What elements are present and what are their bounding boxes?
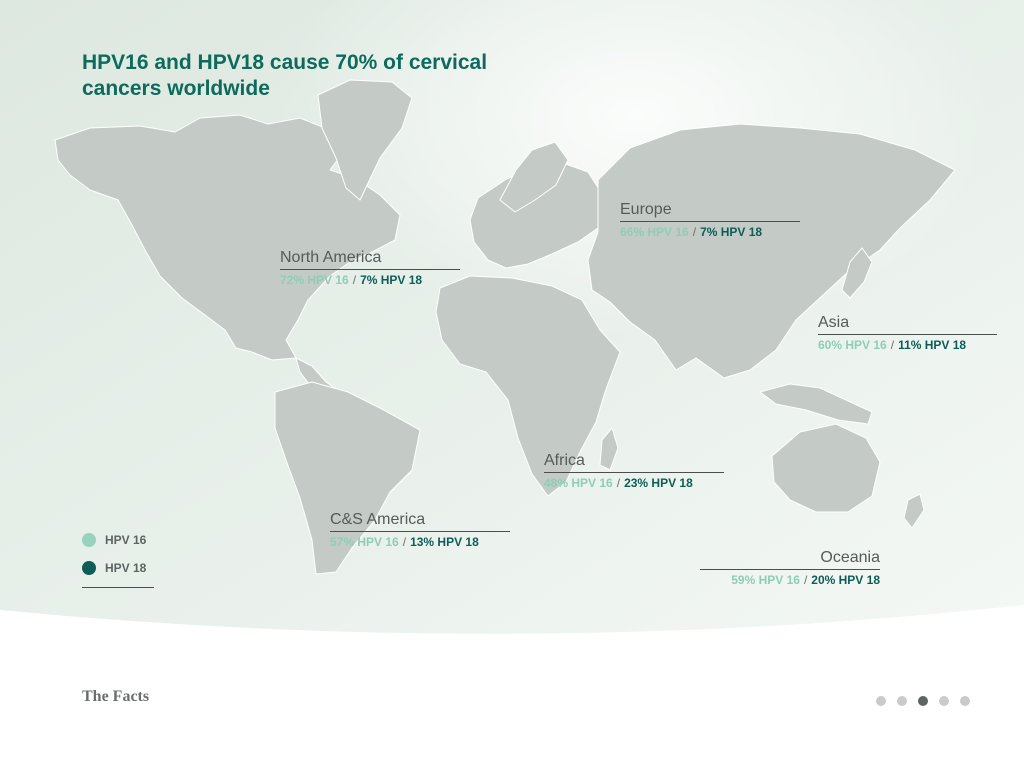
hpv16-value: 48% HPV 16 <box>544 476 613 490</box>
stats-separator: / <box>890 338 895 352</box>
scandinavia-landmass <box>499 141 569 213</box>
new-zealand-landmass <box>903 493 925 529</box>
southeast-asia-islands <box>759 383 873 425</box>
hpv18-dot-icon <box>82 561 96 575</box>
page-dot-4[interactable] <box>939 696 949 706</box>
page-dot-3[interactable] <box>918 696 928 706</box>
africa-landmass <box>435 275 621 497</box>
stats-separator: / <box>692 225 697 239</box>
page-dot-1[interactable] <box>876 696 886 706</box>
stats-separator: / <box>352 273 357 287</box>
hpv16-value: 66% HPV 16 <box>620 225 689 239</box>
region-stats: 60% HPV 16/11% HPV 18 <box>818 338 997 353</box>
legend-item-hpv18: HPV 18 <box>82 559 154 577</box>
japan-landmass <box>841 247 873 299</box>
region-label-asia: Asia 60% HPV 16/11% HPV 18 <box>818 313 997 353</box>
hpv16-value: 72% HPV 16 <box>280 273 349 287</box>
footer-section-title: The Facts <box>82 688 150 705</box>
stats-separator: / <box>803 573 808 587</box>
page-dot-2[interactable] <box>897 696 907 706</box>
hpv18-value: 23% HPV 18 <box>624 476 693 490</box>
south-america-landmass <box>274 381 421 575</box>
hpv16-value: 59% HPV 16 <box>731 573 800 587</box>
australia-landmass <box>771 423 881 513</box>
madagascar-landmass <box>599 427 619 471</box>
region-name: Oceania <box>700 548 880 570</box>
region-name: C&S America <box>330 510 510 532</box>
greenland-landmass <box>317 79 413 201</box>
pagination-dots <box>876 696 981 706</box>
region-stats: 59% HPV 16/20% HPV 18 <box>700 573 880 588</box>
region-name: Europe <box>620 200 800 222</box>
hpv18-value: 7% HPV 18 <box>360 273 423 287</box>
page-title: HPV16 and HPV18 cause 70% of cervical ca… <box>82 51 488 100</box>
legend-item-hpv16: HPV 16 <box>82 531 154 549</box>
legend-label: HPV 16 <box>105 533 147 547</box>
region-label-north-america: North America 72% HPV 16/7% HPV 18 <box>280 248 460 288</box>
region-stats: 72% HPV 16/7% HPV 18 <box>280 273 460 288</box>
legend: HPV 16 HPV 18 <box>82 531 154 588</box>
region-label-cs-america: C&S America 57% HPV 16/13% HPV 18 <box>330 510 510 550</box>
region-name: Asia <box>818 313 997 335</box>
region-name: Africa <box>544 451 724 473</box>
hpv18-value: 11% HPV 18 <box>898 338 967 352</box>
hpv18-value: 7% HPV 18 <box>700 225 763 239</box>
region-label-europe: Europe 66% HPV 16/7% HPV 18 <box>620 200 800 240</box>
region-stats: 48% HPV 16/23% HPV 18 <box>544 476 724 491</box>
region-label-oceania: Oceania 59% HPV 16/20% HPV 18 <box>700 548 880 588</box>
stats-separator: / <box>616 476 621 490</box>
asia-landmass <box>587 123 956 379</box>
legend-label: HPV 18 <box>105 561 147 575</box>
hpv16-dot-icon <box>82 533 96 547</box>
region-name: North America <box>280 248 460 270</box>
region-label-africa: Africa 48% HPV 16/23% HPV 18 <box>544 451 724 491</box>
hpv16-value: 57% HPV 16 <box>330 535 399 549</box>
hpv16-value: 60% HPV 16 <box>818 338 887 352</box>
legend-divider <box>82 587 154 588</box>
page-dot-5[interactable] <box>960 696 970 706</box>
stats-separator: / <box>402 535 407 549</box>
hpv18-value: 20% HPV 18 <box>811 573 880 587</box>
north-america-landmass <box>54 114 401 361</box>
region-stats: 66% HPV 16/7% HPV 18 <box>620 225 800 240</box>
hpv18-value: 13% HPV 18 <box>410 535 479 549</box>
region-stats: 57% HPV 16/13% HPV 18 <box>330 535 510 550</box>
